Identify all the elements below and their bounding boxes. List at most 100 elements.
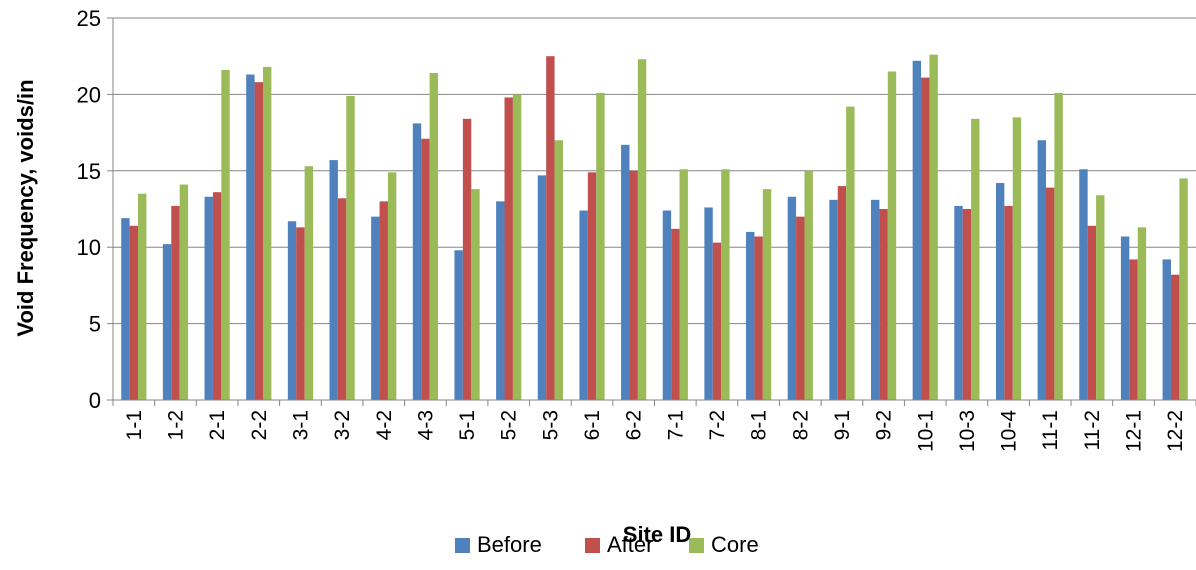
bar-core-6-2 bbox=[637, 59, 647, 400]
bar-core-10-1 bbox=[929, 54, 938, 401]
bar-before-2-2 bbox=[246, 74, 255, 400]
axes bbox=[107, 17, 1196, 406]
bar-after-7-1 bbox=[671, 228, 680, 400]
x-tick-label: 10-4 bbox=[998, 410, 1021, 452]
bar-before-11-1 bbox=[1037, 140, 1047, 401]
bar-before-12-1 bbox=[1120, 236, 1130, 400]
y-tick-label: 10 bbox=[77, 235, 101, 260]
bar-core-4-2 bbox=[387, 172, 397, 400]
legend-label-after: After bbox=[607, 532, 653, 557]
bar-before-1-1 bbox=[121, 218, 130, 400]
y-tick-label: 15 bbox=[77, 159, 101, 184]
bar-before-6-2 bbox=[621, 144, 630, 400]
bar-after-2-1 bbox=[212, 192, 222, 400]
x-tick-label: 11-1 bbox=[1039, 410, 1062, 450]
x-tick-label: 4-2 bbox=[373, 410, 396, 440]
bar-core-1-1 bbox=[138, 193, 147, 400]
bar-after-12-2 bbox=[1170, 274, 1180, 400]
y-tick-label: 0 bbox=[89, 388, 101, 413]
y-tick-label: 20 bbox=[77, 82, 101, 107]
bar-before-2-1 bbox=[204, 196, 213, 400]
bar-before-3-1 bbox=[287, 221, 297, 400]
bar-after-5-1 bbox=[462, 118, 472, 401]
bar-after-12-1 bbox=[1129, 259, 1138, 400]
x-tick-label: 8-2 bbox=[789, 410, 812, 440]
bar-after-6-1 bbox=[587, 172, 597, 400]
bar-core-5-2 bbox=[512, 94, 522, 401]
bar-before-9-2 bbox=[870, 199, 880, 400]
x-tick-label: 2-1 bbox=[206, 410, 229, 440]
x-tick-label: 1-1 bbox=[123, 410, 146, 440]
bar-after-9-2 bbox=[879, 209, 888, 400]
bar-core-9-1 bbox=[846, 106, 855, 401]
x-tick-label: 6-2 bbox=[623, 410, 646, 440]
x-tick-label: 7-1 bbox=[664, 410, 687, 440]
x-tick-label: 2-2 bbox=[248, 410, 271, 440]
bar-after-1-2 bbox=[171, 205, 180, 400]
bar-core-6-1 bbox=[596, 92, 605, 400]
bar-after-10-1 bbox=[921, 77, 930, 400]
bar-before-7-2 bbox=[704, 207, 713, 400]
bar-before-11-2 bbox=[1079, 169, 1088, 400]
bar-core-5-1 bbox=[471, 189, 480, 400]
bar-before-9-1 bbox=[829, 199, 838, 400]
bar-after-4-3 bbox=[421, 138, 430, 400]
bar-after-3-1 bbox=[296, 227, 305, 400]
bar-before-1-2 bbox=[162, 244, 172, 400]
bar-after-8-1 bbox=[754, 236, 763, 400]
x-tick-label: 3-2 bbox=[331, 410, 354, 440]
bar-core-8-1 bbox=[762, 189, 772, 400]
x-axis-title: Site ID bbox=[623, 522, 691, 547]
bar-before-8-2 bbox=[787, 196, 797, 400]
bar-before-12-2 bbox=[1162, 259, 1171, 400]
bar-before-10-3 bbox=[954, 205, 963, 400]
bar-before-8-1 bbox=[746, 231, 755, 400]
x-tick-label: 6-1 bbox=[581, 410, 604, 440]
bar-core-2-2 bbox=[262, 66, 272, 401]
bar-after-5-3 bbox=[546, 56, 555, 400]
bar-before-5-2 bbox=[496, 201, 505, 400]
bar-after-5-2 bbox=[504, 97, 513, 401]
x-tick-label: 8-1 bbox=[748, 410, 771, 440]
bar-before-6-1 bbox=[579, 210, 588, 400]
bar-before-5-3 bbox=[537, 175, 547, 400]
bar-core-11-2 bbox=[1096, 195, 1105, 400]
bar-core-7-2 bbox=[721, 169, 730, 400]
legend: Before After Core bbox=[455, 532, 759, 557]
gridlines bbox=[113, 17, 1196, 325]
x-tick-label: 3-1 bbox=[289, 410, 312, 440]
bar-after-3-2 bbox=[337, 198, 347, 400]
bar-core-9-2 bbox=[887, 71, 897, 400]
bars bbox=[121, 54, 1188, 401]
legend-label-core: Core bbox=[711, 532, 759, 557]
x-tick-label: 10-3 bbox=[956, 410, 979, 452]
bar-core-2-1 bbox=[221, 69, 230, 401]
bar-after-8-2 bbox=[796, 216, 805, 400]
bar-core-7-1 bbox=[679, 169, 688, 400]
y-tick-labels: 0 5 10 15 20 25 bbox=[77, 6, 101, 413]
bar-before-3-2 bbox=[329, 160, 338, 400]
bar-after-10-4 bbox=[1004, 205, 1013, 400]
x-tick-label: 5-2 bbox=[498, 410, 521, 440]
x-tick-label: 1-2 bbox=[164, 410, 187, 440]
y-tick-label: 5 bbox=[89, 312, 101, 337]
x-tick-label: 12-1 bbox=[1123, 410, 1146, 452]
x-tick-labels: 1-1 1-2 2-1 2-2 3-1 3-2 4-2 4-3 5-1 5-2 5-3 6-1 6-2 7… bbox=[123, 410, 1187, 452]
x-tick-label: 5-1 bbox=[456, 410, 479, 440]
legend-swatch-after bbox=[585, 538, 600, 553]
x-tick-label: 12-2 bbox=[1164, 410, 1187, 452]
x-tick-label: 10-1 bbox=[914, 410, 937, 452]
bar-after-7-2 bbox=[712, 242, 722, 400]
legend-swatch-before bbox=[455, 538, 470, 553]
x-tick-label: 11-2 bbox=[1081, 410, 1104, 450]
bar-before-7-1 bbox=[662, 210, 672, 400]
bar-before-4-2 bbox=[371, 216, 380, 400]
x-tick-label: 4-3 bbox=[414, 410, 437, 440]
bar-core-4-3 bbox=[429, 73, 439, 401]
bar-core-5-3 bbox=[554, 140, 563, 401]
y-axis-title: Void Frequency, voids/in bbox=[13, 79, 38, 336]
bar-core-11-1 bbox=[1054, 92, 1063, 400]
bar-after-4-2 bbox=[379, 201, 388, 400]
